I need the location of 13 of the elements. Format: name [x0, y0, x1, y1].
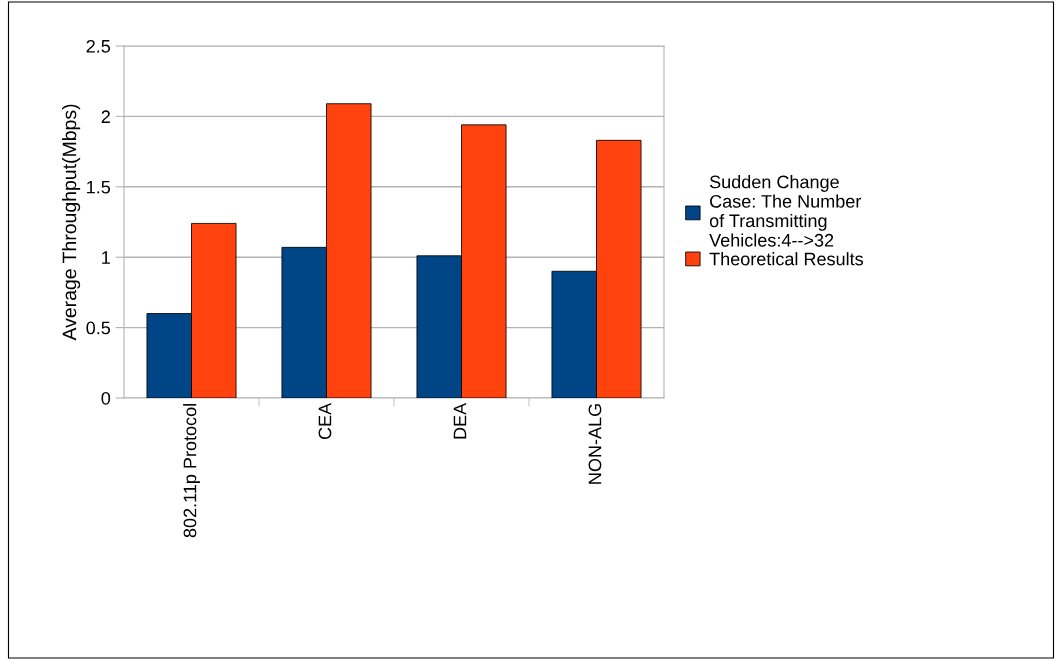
y-tick-label: 1	[102, 251, 110, 264]
y-axis-title: Average Throughput(Mbps)	[62, 104, 81, 341]
x-tick-label: 802.11p Protocol	[183, 404, 200, 538]
y-tick-label: 0.5	[86, 321, 111, 335]
y-tick-label: 0	[101, 391, 111, 405]
y-tick-label: 1.5	[87, 180, 111, 194]
x-tick-label: DEA	[453, 402, 467, 439]
x-tick-label: CEA	[318, 402, 332, 440]
legend-label: Sudden Change Case: The Number of Transmitting Vehicles:4-->32	[709, 175, 862, 247]
legend-label: Theoretical Results	[709, 252, 864, 266]
y-tick-label: 2.5	[86, 39, 111, 53]
y-tick-label: 2	[101, 110, 110, 123]
x-tick-label: NON-ALG	[588, 404, 602, 484]
